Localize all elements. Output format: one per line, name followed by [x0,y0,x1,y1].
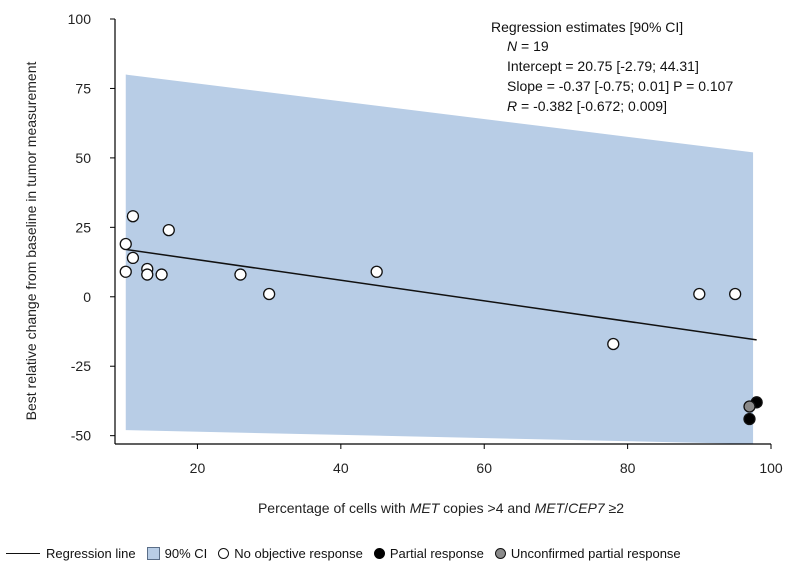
data-point-open [262,287,276,301]
y-tick-label: 75 [75,80,91,96]
y-axis-title: Best relative change from baseline in tu… [23,62,39,421]
legend-unconfirmed-partial-response: Unconfirmed partial response [494,545,681,561]
regression-annotation: Regression estimates [90% CI] N = 19 Int… [491,19,733,114]
legend-black-circle-swatch [373,547,385,559]
y-tick-label: -25 [71,358,91,374]
data-point-open [370,265,383,278]
data-point-open [119,237,132,251]
legend-regression-line: Regression line [6,546,136,561]
legend-grey-circle-swatch [494,547,506,559]
data-point-open [141,268,154,281]
legend-label: Regression line [46,545,136,561]
legend-label: 90% CI [164,545,208,561]
x-tick-label: 60 [476,460,492,476]
y-tick-label: 50 [75,150,91,166]
legend-label: No objective response [234,545,363,561]
y-tick-label: 25 [75,219,91,235]
data-point-open [607,337,620,351]
data-point-open [234,268,247,281]
regression-line [125,248,757,341]
x-tick-label: 80 [620,460,636,476]
annotation-title: Regression estimates [90% CI] [491,19,683,35]
annotation-slope: Slope = -0.37 [-0.75; 0.01] P = 0.107 [507,78,733,94]
annotation-r: R = -0.382 [-0.672; 0.009] [507,98,667,114]
x-tick-label: 20 [190,460,206,476]
y-tick-label: 100 [68,11,92,27]
legend-label: Unconfirmed partial response [510,545,681,561]
data-point-open [729,287,742,301]
y-tick-label: 0 [83,289,91,305]
x-tick-label: 100 [759,460,783,476]
data-point-open [155,268,168,281]
data-point-grey [743,400,756,413]
scatter-chart: 100 75 50 25 0 -25 -50 20 40 60 80 100 Best relativ… [23,11,783,516]
x-axis-title: Percentage of cells with MET copies >4 a… [258,500,624,516]
annotation-n: N = 19 [507,38,549,54]
legend-label: Partial response [389,545,484,561]
data-point-open [126,251,140,265]
legend-no-objective-response: No objective response [218,546,363,561]
annotation-intercept: Intercept = 20.75 [-2.79; 44.31] [507,58,699,74]
legend-partial-response: Partial response [373,545,484,561]
data-point-open [693,287,706,301]
data-point-open [126,210,140,223]
data-point-black [743,412,756,426]
ci-band [125,74,754,445]
chart-legend: Regression line 90% CI No objective resp… [6,544,809,562]
legend-ci-swatch [146,546,160,560]
legend-open-circle-swatch [218,547,230,559]
x-tick-label: 40 [333,460,349,476]
legend-line-swatch [6,552,40,554]
legend-ci: 90% CI [146,545,208,561]
data-point-open [119,265,132,278]
data-point-open [162,223,175,237]
y-tick-label: -50 [71,428,91,444]
